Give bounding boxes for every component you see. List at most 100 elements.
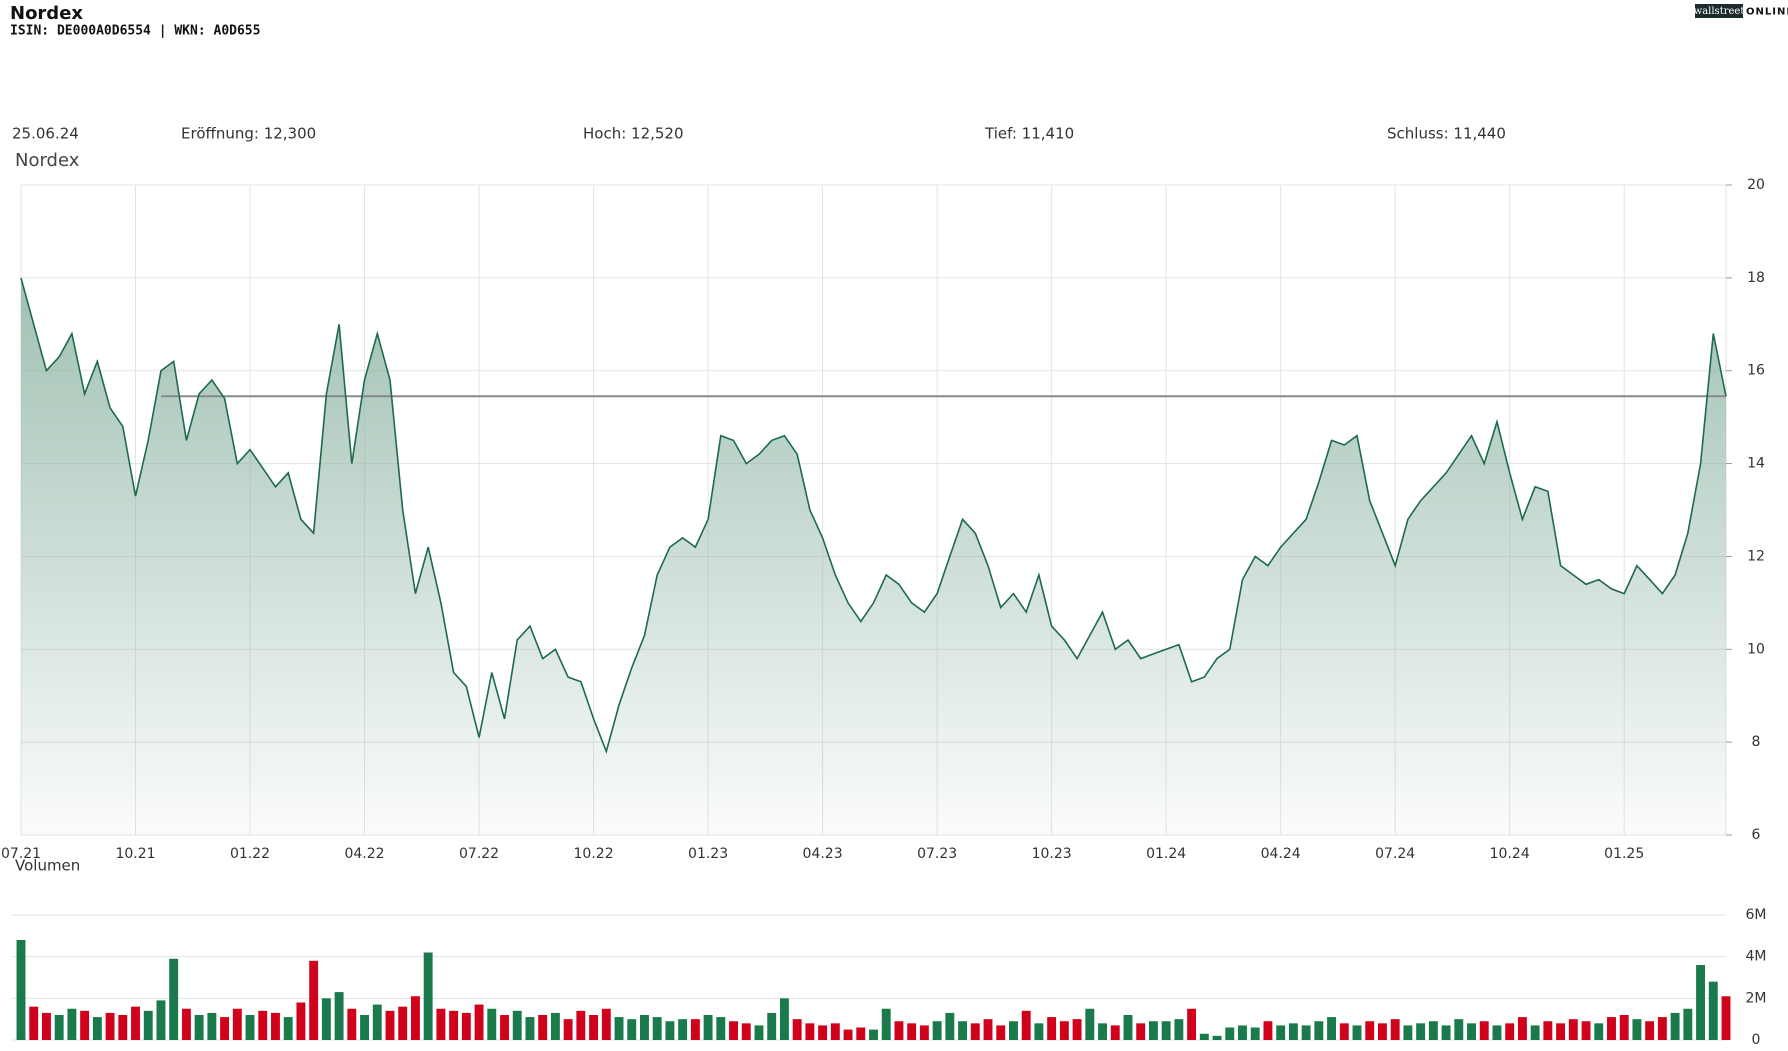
x-tick-label: 04.22 — [344, 846, 384, 862]
volume-bar — [372, 1004, 382, 1040]
volume-bar — [449, 1010, 459, 1040]
volume-bar — [589, 1015, 599, 1040]
volume-bar — [830, 1023, 840, 1040]
volume-bar — [843, 1029, 853, 1040]
x-tick-label: 01.23 — [688, 846, 728, 862]
volume-bar — [29, 1006, 39, 1040]
volume-bar — [80, 1010, 90, 1040]
volume-bar — [1581, 1021, 1591, 1040]
volume-bar — [258, 1010, 268, 1040]
volume-bar — [181, 1008, 191, 1040]
volume-bar — [105, 1012, 115, 1040]
x-tick-label: 10.23 — [1032, 846, 1072, 862]
x-tick-label: 07.21 — [1, 846, 41, 862]
volume-bar — [1594, 1023, 1604, 1040]
volume-bar — [1314, 1021, 1324, 1040]
logo-box — [1695, 4, 1743, 18]
volume-bar — [92, 1017, 102, 1040]
volume-bar — [869, 1029, 878, 1040]
volume-bar — [652, 1017, 662, 1040]
volume-bar — [1607, 1017, 1616, 1040]
volume-bar — [818, 1025, 828, 1040]
volume-bar — [1721, 996, 1731, 1040]
volume-bar — [131, 1006, 140, 1040]
volume-bar — [1225, 1027, 1235, 1040]
volume-bar — [1123, 1015, 1133, 1040]
volume-bar — [1708, 981, 1718, 1040]
x-tick-label: 10.21 — [115, 846, 155, 862]
volume-bar — [271, 1012, 280, 1040]
y-tick-label: 8 — [1752, 734, 1761, 750]
volume-bar — [1148, 1021, 1158, 1040]
volume-bar — [500, 1015, 509, 1040]
volume-bar — [805, 1023, 815, 1040]
volume-bar — [1288, 1023, 1298, 1040]
volume-bar — [907, 1023, 917, 1040]
volume-bar — [67, 1008, 77, 1040]
volume-bar — [1467, 1023, 1476, 1040]
volume-bar — [678, 1019, 688, 1040]
volume-bar — [1047, 1017, 1057, 1040]
volume-bar — [1403, 1025, 1413, 1040]
volume-bar — [1098, 1023, 1107, 1040]
volume-bar — [1683, 1008, 1693, 1040]
volume-bar — [54, 1015, 64, 1040]
volume-bar — [410, 996, 420, 1040]
volume-bar — [792, 1019, 802, 1040]
volume-bar — [550, 1012, 560, 1040]
volume-bar — [194, 1015, 204, 1040]
volume-bar — [1530, 1025, 1540, 1040]
volume-bar — [423, 952, 433, 1040]
y-tick-label: 6M — [1746, 907, 1767, 923]
volume-bar — [958, 1021, 968, 1040]
volume-bar — [640, 1015, 649, 1040]
x-tick-label: 01.22 — [230, 846, 270, 862]
volume-bar — [321, 998, 331, 1040]
y-tick-label: 16 — [1747, 363, 1765, 379]
volume-bar — [627, 1019, 637, 1040]
volume-bar — [436, 1008, 446, 1040]
info-high: Hoch: 12,520 — [583, 125, 684, 143]
volume-bar — [1072, 1019, 1082, 1040]
volume-bar — [703, 1015, 713, 1040]
x-tick-label: 10.22 — [574, 846, 614, 862]
volume-bar — [1517, 1017, 1527, 1040]
volume-bar — [474, 1004, 484, 1040]
volume-bar — [1479, 1021, 1489, 1040]
volume-bar — [143, 1010, 153, 1040]
volume-bar — [398, 1006, 408, 1040]
volume-bar — [779, 998, 789, 1040]
volume-bar — [169, 958, 179, 1040]
volume-bar — [1161, 1021, 1171, 1040]
volume-bar — [1263, 1021, 1273, 1040]
logo-suffix: ONLINE — [1746, 7, 1788, 18]
x-tick-label: 04.23 — [803, 846, 843, 862]
volume-bar — [1365, 1021, 1375, 1040]
x-tick-label: 01.25 — [1604, 846, 1644, 862]
volume-bar — [1034, 1023, 1044, 1040]
volume-bar — [1199, 1033, 1209, 1040]
volume-bar — [983, 1019, 993, 1040]
volume-bar — [334, 992, 344, 1040]
volume-bar — [1645, 1021, 1655, 1040]
volume-bar — [1378, 1023, 1387, 1040]
volume-bar — [1556, 1023, 1566, 1040]
volume-bar — [1568, 1019, 1578, 1040]
subtitle: ISIN: DE000A0D6554 | WKN: A0D655 — [10, 24, 260, 39]
x-tick-label: 07.23 — [917, 846, 957, 862]
y-tick-label: 20 — [1747, 177, 1765, 193]
volume-bar — [741, 1023, 751, 1040]
volume-bar — [1390, 1019, 1400, 1040]
volume-bar — [932, 1021, 942, 1040]
y-tick-label: 14 — [1747, 456, 1765, 472]
logo: wallstreet — [1694, 6, 1745, 17]
volume-bar — [690, 1019, 700, 1040]
volume-bar — [1339, 1023, 1349, 1040]
volume-bar — [1085, 1008, 1095, 1040]
volume-bar — [360, 1015, 369, 1040]
title: Nordex — [10, 3, 83, 24]
price-label: Nordex — [15, 150, 80, 171]
volume-bar — [347, 1008, 357, 1040]
volume-bar — [716, 1017, 726, 1040]
